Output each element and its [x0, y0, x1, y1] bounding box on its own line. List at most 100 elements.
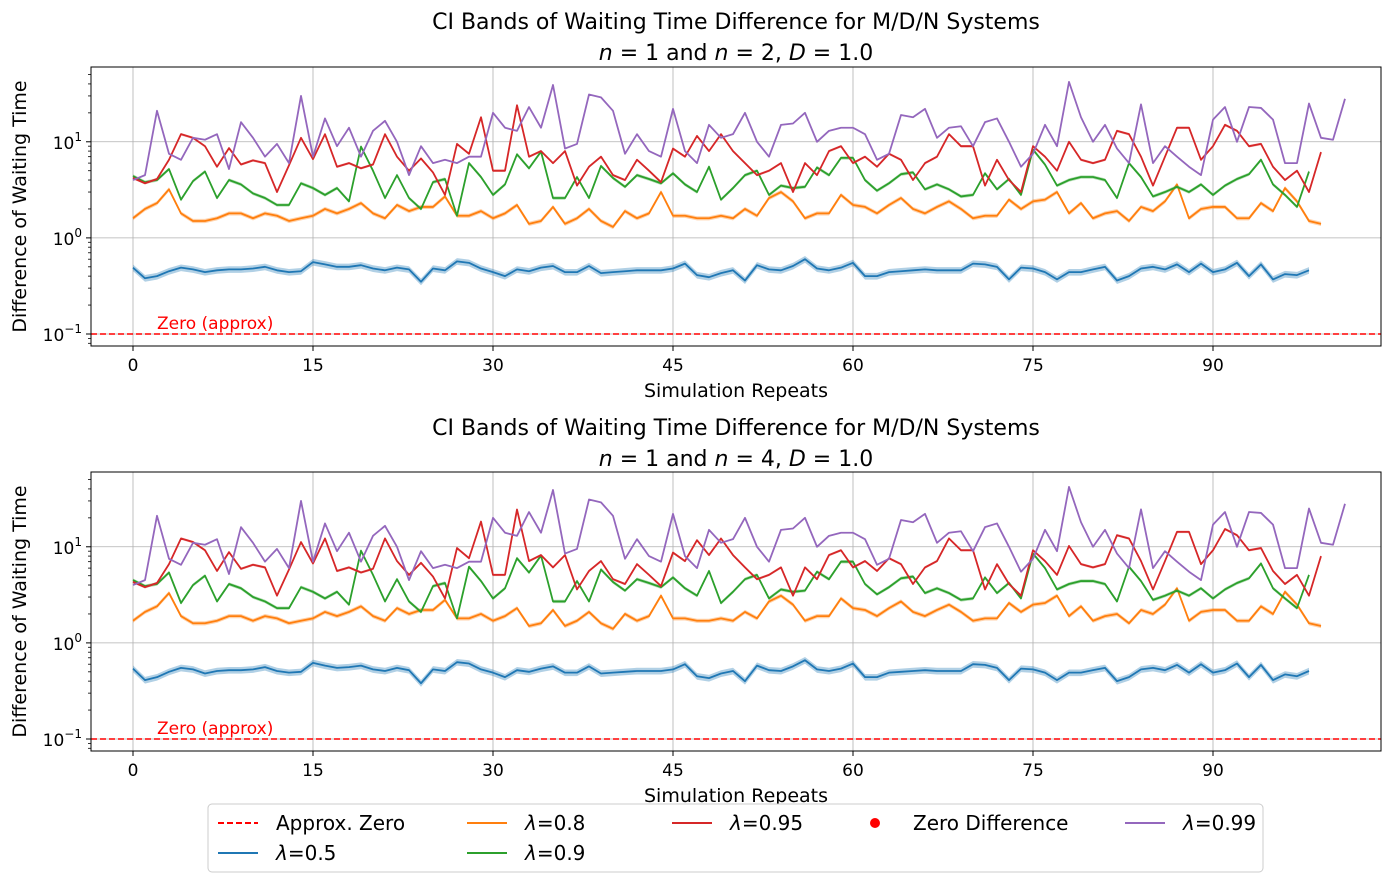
y-tick-label: 10−1	[43, 727, 82, 751]
legend-lambda-symbol: λ	[524, 811, 537, 835]
series-line-lambda-0.5	[132, 258, 1310, 283]
series-line-lambda-0.5	[132, 659, 1310, 685]
legend-lambda-symbol: λ	[524, 841, 537, 865]
x-tick-label: 45	[662, 761, 684, 781]
series-line-lambda-0.8	[132, 587, 1322, 630]
sub-var-d: D	[789, 447, 806, 472]
legend-label-l099: λ=0.99	[1182, 811, 1256, 835]
legend-label-text: =0.95	[742, 811, 803, 835]
series-line-lambda-0.9	[132, 145, 1310, 217]
legend-box	[207, 803, 1264, 873]
x-tick-label: 30	[482, 356, 504, 376]
y-tick-label: 10−1	[43, 322, 82, 346]
x-axis-label: Simulation Repeats	[644, 785, 828, 807]
y-tick-exponent: 0	[74, 631, 82, 645]
sub-value-n-b: = 2,	[728, 41, 788, 66]
x-tick-label: 15	[302, 356, 324, 376]
plot-area	[132, 80, 1346, 286]
ci-band-lambda-0.8	[133, 586, 1321, 631]
y-tick-label: 101	[53, 535, 82, 559]
legend-label-text: =0.9	[537, 841, 586, 865]
y-tick-base: 10	[43, 731, 65, 751]
y-tick-base: 10	[43, 326, 65, 346]
y-tick-exponent: 1	[74, 535, 82, 549]
chart-title: CI Bands of Waiting Time Difference for …	[432, 416, 1040, 441]
axes-frame	[90, 66, 1382, 347]
legend-label-l08: λ=0.8	[524, 811, 585, 835]
y-tick-exponent: −1	[64, 322, 82, 336]
legend-label-text: =0.99	[1195, 811, 1256, 835]
series-line-lambda-0.99	[132, 485, 1346, 586]
x-tick-label: 30	[482, 761, 504, 781]
ci-band-lambda-0.5	[133, 256, 1309, 286]
y-tick-base: 10	[53, 230, 75, 250]
legend-label-approx_zero: Approx. Zero	[276, 811, 405, 835]
ci-band-lambda-0.8	[133, 182, 1321, 230]
y-tick-label: 101	[53, 130, 82, 154]
legend-lambda-symbol: λ	[1182, 811, 1195, 835]
sub-value-d: = 1.0	[806, 447, 873, 472]
series-line-lambda-0.95	[132, 104, 1322, 196]
x-tick-label: 60	[842, 761, 864, 781]
sub-value-n-a: = 1 and	[613, 447, 715, 472]
legend-lambda-symbol: λ	[275, 841, 288, 865]
x-axis-label: Simulation Repeats	[644, 380, 828, 402]
series-line-lambda-0.8	[132, 183, 1322, 228]
sub-var-n: n	[599, 41, 613, 66]
sub-var-d: D	[789, 41, 806, 66]
legend-label-zero_diff: Zero Difference	[913, 811, 1069, 835]
legend-label-text: Approx. Zero	[276, 811, 405, 835]
ci-band-lambda-0.9	[133, 145, 1309, 218]
y-tick-exponent: −1	[64, 727, 82, 741]
sub-var-n: n	[599, 447, 613, 472]
series-line-lambda-0.95	[132, 508, 1322, 600]
legend-label-l05: λ=0.5	[275, 841, 336, 865]
axes-frame	[90, 471, 1382, 752]
plot-area	[132, 485, 1346, 687]
legend-lambda-symbol: λ	[729, 811, 742, 835]
legend-label-text: =0.8	[537, 811, 586, 835]
sub-value-n-a: = 1 and	[613, 41, 715, 66]
x-tick-label: 90	[1202, 761, 1224, 781]
y-tick-label: 100	[53, 226, 82, 250]
x-tick-label: 0	[128, 356, 139, 376]
chart-subtitle: n = 1 and n = 4, D = 1.0	[599, 447, 873, 472]
chart-title: CI Bands of Waiting Time Difference for …	[432, 10, 1040, 35]
legend-label-l095: λ=0.95	[729, 811, 803, 835]
legend-label-text: Zero Difference	[913, 811, 1069, 835]
ci-band-lambda-0.99	[133, 486, 1345, 586]
sub-value-n-b: = 4,	[728, 447, 788, 472]
sub-var-n: n	[715, 41, 729, 66]
y-axis-label: Difference of Waiting Time	[9, 80, 31, 332]
y-tick-label: 100	[53, 631, 82, 655]
zero-annotation: Zero (approx)	[157, 719, 273, 739]
x-tick-label: 0	[128, 761, 139, 781]
x-tick-label: 15	[302, 761, 324, 781]
x-tick-label: 90	[1202, 356, 1224, 376]
series-line-lambda-0.9	[132, 549, 1310, 620]
x-tick-label: 45	[662, 356, 684, 376]
legend-label-text: =0.5	[288, 841, 337, 865]
sub-var-n: n	[715, 447, 729, 472]
ci-band-lambda-0.5	[133, 657, 1309, 687]
y-axis-label: Difference of Waiting Time	[9, 485, 31, 737]
zero-annotation: Zero (approx)	[157, 314, 273, 334]
sub-value-d: = 1.0	[806, 41, 873, 66]
x-tick-label: 75	[1022, 356, 1044, 376]
ci-band-lambda-0.99	[133, 81, 1345, 181]
y-tick-exponent: 1	[74, 130, 82, 144]
x-tick-label: 75	[1022, 761, 1044, 781]
legend-label-l09: λ=0.9	[524, 841, 585, 865]
chart-subtitle: n = 1 and n = 2, D = 1.0	[599, 41, 873, 66]
y-tick-base: 10	[53, 134, 75, 154]
y-tick-exponent: 0	[74, 226, 82, 240]
ci-band-lambda-0.9	[133, 549, 1309, 621]
y-tick-base: 10	[53, 635, 75, 655]
legend-marker-zero-difference	[870, 818, 880, 828]
x-tick-label: 60	[842, 356, 864, 376]
series-line-lambda-0.99	[132, 80, 1346, 181]
